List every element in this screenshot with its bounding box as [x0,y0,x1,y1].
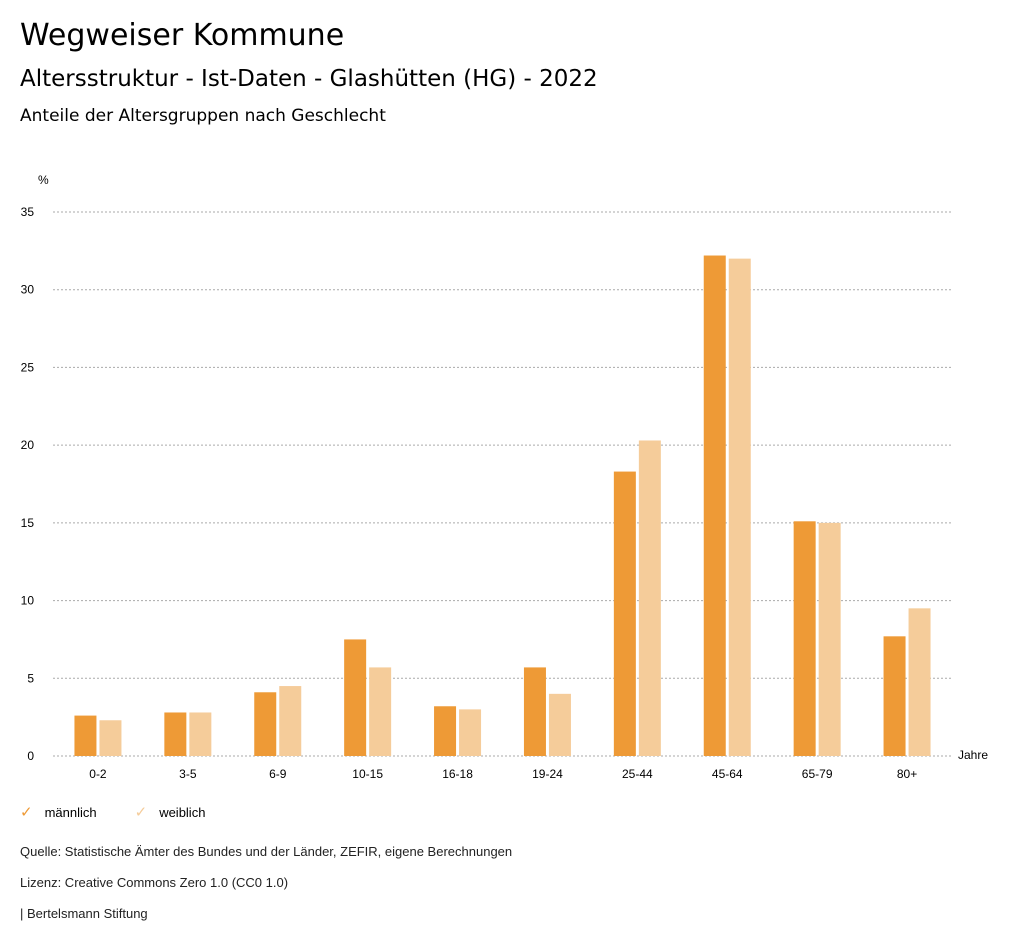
y-tick-label: 30 [21,283,35,297]
bar-maennlich [793,521,816,756]
page-subtitle: Altersstruktur - Ist-Daten - Glashütten … [20,66,598,92]
bar-maennlich [703,255,726,756]
bar-weiblich [638,440,661,756]
bar-weiblich [279,686,302,756]
y-tick-label: 15 [21,516,35,530]
bar-maennlich [164,712,187,756]
bar-maennlich [613,471,636,756]
bar-weiblich [908,608,931,756]
bar-maennlich [523,667,546,756]
source-text: Quelle: Statistische Ämter des Bundes un… [20,844,513,859]
x-tick-label: 0-2 [89,767,107,781]
legend-item-maennlich[interactable]: ✓ männlich [20,804,97,821]
y-tick-label: 35 [21,205,35,219]
chart-title: Anteile der Altersgruppen nach Geschlech… [20,106,386,126]
y-tick-label: 5 [27,671,34,685]
bar-weiblich [818,522,841,756]
bar-maennlich [344,639,367,756]
legend: ✓ männlich ✓ weiblich [20,803,205,821]
x-axis-label: Jahre [958,748,988,762]
x-tick-label: 65-79 [802,767,833,781]
bar-maennlich [74,715,97,756]
y-tick-label: 20 [21,438,35,452]
bar-weiblich [99,720,122,756]
legend-item-weiblich[interactable]: ✓ weiblich [134,804,206,821]
x-tick-label: 45-64 [712,767,743,781]
brand-text: | Bertelsmann Stiftung [20,906,148,921]
x-tick-label: 6-9 [269,767,287,781]
bar-weiblich [459,709,482,756]
x-tick-label: 80+ [897,767,917,781]
bar-maennlich [434,706,457,756]
bar-weiblich [728,258,751,756]
app-title: Wegweiser Kommune [20,18,345,53]
license-text: Lizenz: Creative Commons Zero 1.0 (CC0 1… [20,875,289,890]
x-tick-label: 25-44 [622,767,653,781]
y-tick-label: 25 [21,360,35,374]
bar-maennlich [883,636,906,756]
x-tick-label: 19-24 [532,767,563,781]
x-tick-label: 10-15 [352,767,383,781]
check-icon: ✓ [20,804,33,821]
x-tick-label: 16-18 [442,767,473,781]
bar-weiblich [189,712,212,756]
check-icon: ✓ [134,804,148,821]
y-axis-label: % [38,173,49,187]
y-tick-label: 10 [21,594,35,608]
bar-weiblich [369,667,392,756]
bar-maennlich [254,692,277,756]
x-tick-label: 3-5 [179,767,197,781]
bar-weiblich [548,693,571,756]
y-tick-label: 0 [27,749,34,763]
bar-chart: % Jahre 0 5 10 15 20 25 30 35 0-2 3-5 6-9 10-15 16-1… [21,173,989,781]
